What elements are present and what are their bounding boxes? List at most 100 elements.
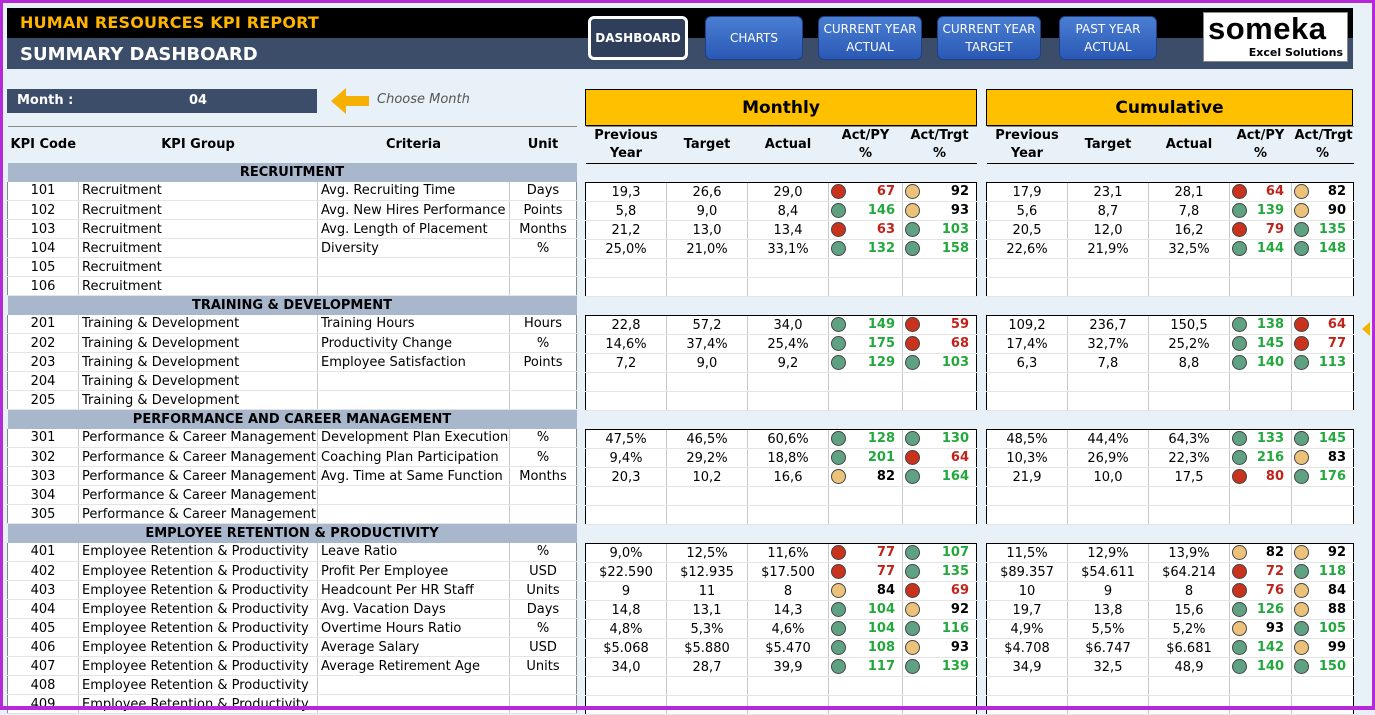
indicator-cell: 128 — [828, 429, 903, 449]
metric-cell — [1148, 676, 1230, 696]
indicator-cell — [828, 505, 903, 525]
indicator-cell: 79 — [1229, 220, 1292, 240]
status-dot-icon — [1294, 469, 1309, 484]
status-dot-icon — [1294, 659, 1309, 674]
indicator-cell: 93 — [902, 638, 977, 658]
kpi-code: 409 — [7, 694, 79, 714]
cumulative-table: Previous Year Target Actual Act/PY% Act/Trgt%… — [986, 126, 1354, 715]
kpi-code: 301 — [7, 428, 79, 448]
kpi-unit — [509, 390, 577, 410]
indicator-value: 103 — [941, 355, 969, 370]
metric-cell — [585, 676, 667, 696]
kpi-group: Recruitment — [78, 200, 318, 220]
table-row: 304 Performance & Career Management — [7, 485, 577, 505]
indicator-value: 99 — [1327, 640, 1346, 655]
table-row: 19,7 13,8 15,6 126 88 — [986, 600, 1354, 620]
metric-cell — [747, 486, 829, 506]
kpi-code: 103 — [7, 219, 79, 239]
kpi-unit — [509, 371, 577, 391]
table-row: 9,4% 29,2% 18,8% 201 64 — [585, 448, 977, 468]
metric-cell — [1067, 277, 1149, 297]
kpi-criteria — [317, 485, 510, 505]
metric-cell — [747, 505, 829, 525]
indicator-cell: 149 — [828, 315, 903, 335]
indicator-cell: 145 — [1291, 429, 1354, 449]
indicator-cell: 116 — [902, 619, 977, 639]
table-row: 301 Performance & Career Management Develo… — [7, 428, 577, 448]
indicator-cell: 64 — [902, 448, 977, 468]
metric-cell — [986, 676, 1068, 696]
table-row: $89.357 $54.611 $64.214 72 118 — [986, 562, 1354, 582]
metric-cell: 236,7 — [1067, 315, 1149, 335]
status-dot-icon — [905, 317, 920, 332]
metric-cell — [986, 486, 1068, 506]
metric-cell: 14,3 — [747, 600, 829, 620]
metric-cell: $22.590 — [585, 562, 667, 582]
indicator-value: 92 — [1327, 545, 1346, 560]
indicator-value: 113 — [1318, 355, 1346, 370]
table-row: $4.708 $6.747 $6.681 142 99 — [986, 638, 1354, 658]
table-row: 205 Training & Development — [7, 390, 577, 410]
indicator-cell — [1229, 486, 1292, 506]
someka-logo: someka Excel Solutions — [1203, 11, 1348, 62]
metric-cell: 48,9 — [1148, 657, 1230, 677]
metric-cell: 109,2 — [986, 315, 1068, 335]
metric-cell — [1067, 486, 1149, 506]
status-dot-icon — [905, 621, 920, 636]
metric-cell: 32,5% — [1148, 239, 1230, 259]
status-dot-icon — [831, 184, 846, 199]
status-dot-icon — [1294, 184, 1309, 199]
nav-button-past-year-actual[interactable]: PAST YEAR ACTUAL — [1059, 16, 1157, 60]
nav-button-dashboard[interactable]: DASHBOARD — [588, 16, 688, 60]
kpi-unit: Days — [509, 181, 577, 201]
metric-cell: 20,5 — [986, 220, 1068, 240]
indicator-value: 140 — [1256, 659, 1284, 674]
kpi-code: 105 — [7, 257, 79, 277]
kpi-criteria — [317, 276, 510, 296]
section-spacer — [585, 163, 977, 183]
nav-button-current-year-actual[interactable]: CURRENT YEAR ACTUAL — [818, 16, 922, 60]
status-dot-icon — [1232, 336, 1247, 351]
table-row: 102 Recruitment Avg. New Hires Performance… — [7, 200, 577, 220]
month-selector[interactable]: Month : 04 — [7, 89, 317, 113]
metric-cell: $64.214 — [1148, 562, 1230, 582]
indicator-cell: 99 — [1291, 638, 1354, 658]
metric-cell: 15,6 — [1148, 600, 1230, 620]
nav-button-charts[interactable]: CHARTS — [705, 16, 803, 60]
month-value[interactable]: 04 — [189, 93, 208, 108]
indicator-value: 88 — [1327, 602, 1346, 617]
metric-cell — [585, 372, 667, 392]
metric-cell: 34,0 — [747, 315, 829, 335]
metric-cell: 9 — [585, 581, 667, 601]
nav-button-current-year-target[interactable]: CURRENT YEAR TARGET — [937, 16, 1041, 60]
metric-cell: 33,1% — [747, 239, 829, 259]
status-dot-icon — [831, 336, 846, 351]
kpi-group: Recruitment — [78, 257, 318, 277]
indicator-value: 150 — [1318, 659, 1346, 674]
indicator-value: 64 — [950, 450, 969, 465]
kpi-code: 305 — [7, 504, 79, 524]
table-row: $22.590 $12.935 $17.500 77 135 — [585, 562, 977, 582]
metric-cell: $5.470 — [747, 638, 829, 658]
metric-cell: 10 — [986, 581, 1068, 601]
status-dot-icon — [831, 564, 846, 579]
kpi-group: Employee Retention & Productivity — [78, 694, 318, 714]
indicator-value: 68 — [950, 336, 969, 351]
indicator-value: 146 — [867, 203, 895, 218]
indicator-value: 76 — [1265, 583, 1284, 598]
metric-cell — [585, 505, 667, 525]
indicator-value: 82 — [1327, 184, 1346, 199]
indicator-value: 103 — [941, 222, 969, 237]
kpi-criteria — [317, 504, 510, 524]
indicator-value: 84 — [876, 583, 895, 598]
indicator-cell: 69 — [902, 581, 977, 601]
metric-cell: 19,3 — [585, 182, 667, 202]
kpi-code: 104 — [7, 238, 79, 258]
indicator-value: 63 — [876, 222, 895, 237]
indicator-value: 128 — [867, 431, 895, 446]
metric-cell — [986, 695, 1068, 715]
kpi-criteria: Diversity — [317, 238, 510, 258]
kpi-criteria — [317, 694, 510, 714]
logo-brand: someka — [1208, 11, 1327, 46]
status-dot-icon — [905, 564, 920, 579]
